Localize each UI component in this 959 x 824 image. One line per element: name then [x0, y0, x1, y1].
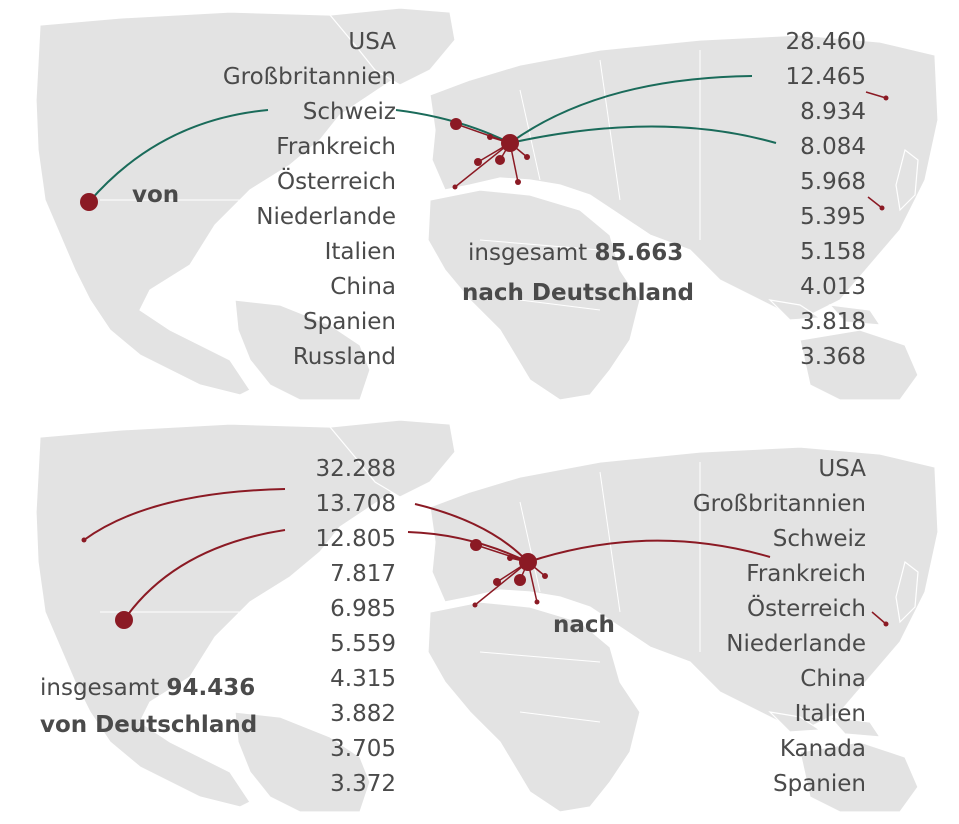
flow-line-uk-short [407, 531, 529, 563]
value-label: 4.315 [330, 666, 396, 692]
flow-line-usa [88, 109, 269, 203]
spoke-japan-tail [867, 196, 883, 209]
country-label: Russland [292, 344, 396, 370]
total-prefix: insgesamt [468, 240, 588, 266]
flow-lines-outbound [81, 488, 889, 629]
destination-label: nach Deutschland [462, 280, 694, 306]
value-label: 5.559 [330, 631, 396, 657]
dot-usa [80, 193, 98, 211]
dot-usa [115, 611, 133, 629]
direction-label: nach [553, 612, 615, 638]
value-label: 5.968 [800, 169, 866, 195]
dot-spain [452, 184, 458, 190]
country-label: Frankreich [746, 561, 866, 587]
total-line: insgesamt 85.663 [468, 240, 683, 266]
value-label: 3.705 [330, 736, 396, 762]
country-label: Spanien [773, 771, 866, 797]
value-label: 5.395 [800, 204, 866, 230]
dot-italy [534, 599, 540, 605]
country-label: China [330, 274, 396, 300]
value-label: 7.817 [330, 561, 396, 587]
origin-label: von Deutschland [40, 712, 258, 738]
dot-italy [515, 179, 521, 185]
dot-swiss [514, 574, 526, 586]
value-label: 8.084 [800, 134, 866, 160]
country-label: Kanada [779, 736, 866, 762]
total-value: 85.663 [594, 240, 684, 266]
value-label: 3.372 [330, 771, 396, 797]
flow-lines-inbound [80, 75, 889, 211]
dot-netherlands [507, 555, 513, 561]
value-label: 12.465 [785, 64, 866, 90]
value-label: 8.934 [800, 99, 866, 125]
flow-line-china [509, 75, 753, 144]
value-label: 3.818 [800, 309, 866, 335]
value-label: 28.460 [785, 29, 866, 55]
dot-uk [470, 539, 482, 551]
total-line: insgesamt 94.436 [40, 675, 255, 701]
panel-inbound: USA Großbritannien Schweiz Frankreich Ös… [35, 7, 939, 401]
country-label: Österreich [276, 169, 396, 195]
country-label: Schweiz [302, 99, 396, 125]
country-label: Großbritannien [222, 64, 396, 90]
spoke-japan-tail [871, 611, 887, 625]
dot-austria [542, 573, 548, 579]
country-label: Großbritannien [692, 491, 866, 517]
country-label: Italien [794, 701, 866, 727]
country-label: USA [348, 29, 396, 55]
country-label: Niederlande [256, 204, 396, 230]
spoke-spain [474, 561, 529, 606]
total-prefix: insgesamt [40, 675, 160, 701]
flow-line-uk-long [414, 503, 529, 563]
value-label: 3.368 [800, 344, 866, 370]
dot-canada [81, 537, 87, 543]
world-map-outbound [35, 419, 939, 813]
flow-line-canada [83, 488, 286, 541]
dot-netherlands [487, 134, 493, 140]
country-label: USA [818, 456, 866, 482]
dot-france [493, 578, 501, 586]
dot-austria [524, 154, 530, 160]
dot-uk [450, 118, 462, 130]
value-label: 32.288 [315, 456, 396, 482]
country-label: Spanien [303, 309, 396, 335]
country-label: China [800, 666, 866, 692]
world-map-inbound [35, 7, 939, 401]
flow-line-china [527, 539, 771, 563]
dot-swiss [495, 155, 505, 165]
total-value: 94.436 [166, 675, 256, 701]
dot-china [883, 95, 889, 101]
dot-france [474, 158, 482, 166]
spoke-uk [475, 544, 529, 563]
flow-line-russland [509, 125, 777, 144]
country-label: Frankreich [276, 134, 396, 160]
flow-line-usa [123, 529, 286, 621]
country-label: Österreich [746, 596, 866, 622]
dot-spain [472, 602, 478, 608]
country-label: Schweiz [772, 526, 866, 552]
spoke-spain [454, 142, 511, 188]
panel-outbound: 32.288 13.708 12.805 7.817 6.985 5.559 4… [0, 412, 959, 824]
direction-label: von [132, 182, 180, 208]
value-label: 6.985 [330, 596, 396, 622]
spoke-uk [455, 123, 511, 144]
dot-japan [879, 205, 885, 211]
value-label: 12.805 [315, 526, 396, 552]
dot-japan [883, 621, 889, 627]
dot-germany [519, 553, 537, 571]
value-label: 3.882 [330, 701, 396, 727]
dot-germany [501, 134, 519, 152]
spoke-china-tail [865, 91, 887, 99]
value-label: 5.158 [800, 239, 866, 265]
value-label: 13.708 [315, 491, 396, 517]
country-label: Niederlande [726, 631, 866, 657]
country-label: Italien [324, 239, 396, 265]
value-label: 4.013 [800, 274, 866, 300]
